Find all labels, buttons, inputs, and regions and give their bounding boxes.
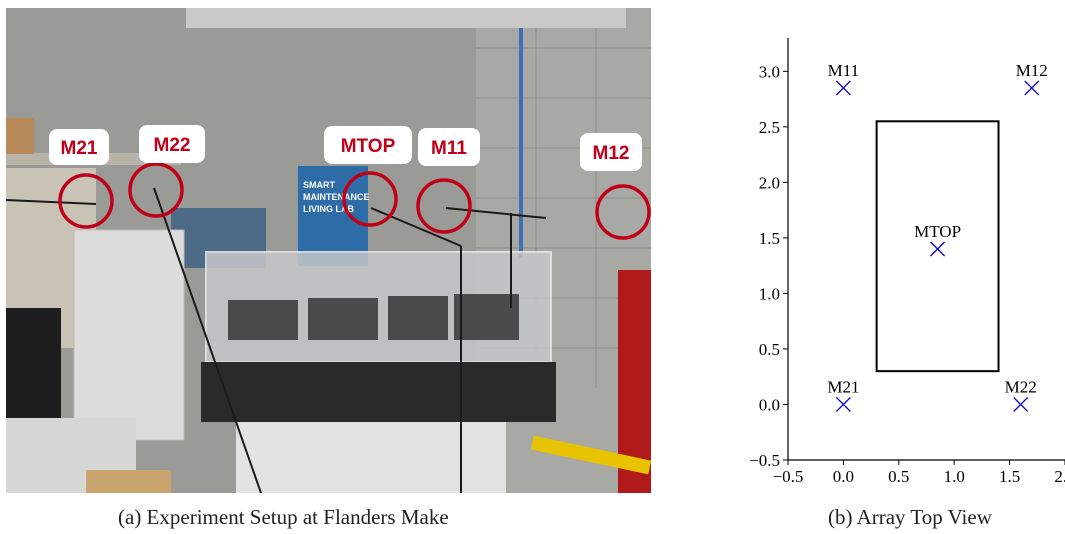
y-tick-label: 3.0 [759,62,780,81]
caption-b: (b) Array Top View [828,505,992,529]
boxes [6,118,34,154]
mic-stands [6,187,547,493]
wooden-block [86,470,171,493]
mic-label-m12: M12 [580,133,642,171]
experiment-setup-photo: SMART MAINTENANCE LIVING LAB M21 [6,8,651,493]
mic-label-m21: M21 [49,129,109,165]
marker-stroke [1024,80,1040,96]
circle-m22 [128,162,184,218]
x-tick-label: 1.5 [999,467,1020,486]
point-label-m22: M22 [1005,377,1037,396]
mic-label-m11: M11 [418,128,480,166]
label-mtop-text: MTOP [341,136,396,157]
y-tick-label: −0.5 [749,451,780,470]
point-label-mtop: MTOP [914,222,961,241]
poster-line-3: LIVING LAB [303,204,354,214]
point-label-m12: M12 [1016,61,1048,80]
poster-line-1: SMART [303,180,335,190]
y-tick-label: 1.0 [759,284,780,303]
test-table [201,362,556,422]
hazard-stripe [530,435,651,475]
mic-label-mtop: MTOP [324,126,412,164]
plot-rectangle-group [875,120,1000,373]
x-tick-label: 2.0 [1054,467,1065,486]
mic-label-m22: M22 [139,125,205,163]
y-tick-label: 0.0 [759,395,780,414]
label-m21-text: M21 [61,138,98,159]
marker-m21 [835,397,851,412]
circle-m21 [58,173,114,229]
y-tick-label: 1.5 [759,229,780,248]
marker-m22 [1013,397,1029,412]
circle-m11 [416,178,472,234]
marker-m12 [1024,80,1040,96]
circle-m12 [595,184,651,240]
gearbox-units [228,294,519,340]
x-tick-label: 0.0 [833,467,854,486]
table-base [236,422,506,493]
y-tick-label: 2.5 [759,118,780,137]
enclosure-rectangle [875,120,1000,373]
point-label-m21: M21 [827,377,859,396]
plot-ticks-group: −0.5 0.0 0.5 1.0 1.5 2.0 −0.5 0.0 0.5 1.0 1.5 2.0 2.… [749,62,1065,486]
marker-stroke [835,80,851,96]
label-m11-text: M11 [431,138,467,159]
label-m22-text: M22 [154,135,191,156]
marker-stroke [835,397,851,412]
marker-stroke [930,241,946,257]
x-tick-label: 1.0 [944,467,965,486]
marker-m11 [835,80,851,96]
poster-line-2: MAINTENANCE [303,192,370,202]
label-m12-text: M12 [593,143,630,164]
x-tick-label: 0.5 [888,467,909,486]
cable-tray [186,8,626,28]
mic-circles [58,162,651,240]
y-tick-label: 2.0 [759,173,780,192]
y-tick-label: 0.5 [759,340,780,359]
desk-monitor [6,308,61,418]
electrical-cabinet [73,229,185,441]
caption-a: (a) Experiment Setup at Flanders Make [118,505,449,529]
marker-stroke [1013,397,1029,412]
circle-mtop [342,171,398,227]
plot-axes [787,38,1065,461]
plot-points-group: M11 M12 MTOP M21 M22 [827,61,1048,412]
point-label-m11: M11 [828,61,860,80]
x-tick-label: −0.5 [773,467,804,486]
marker-mtop [930,241,946,257]
poster [298,166,368,266]
